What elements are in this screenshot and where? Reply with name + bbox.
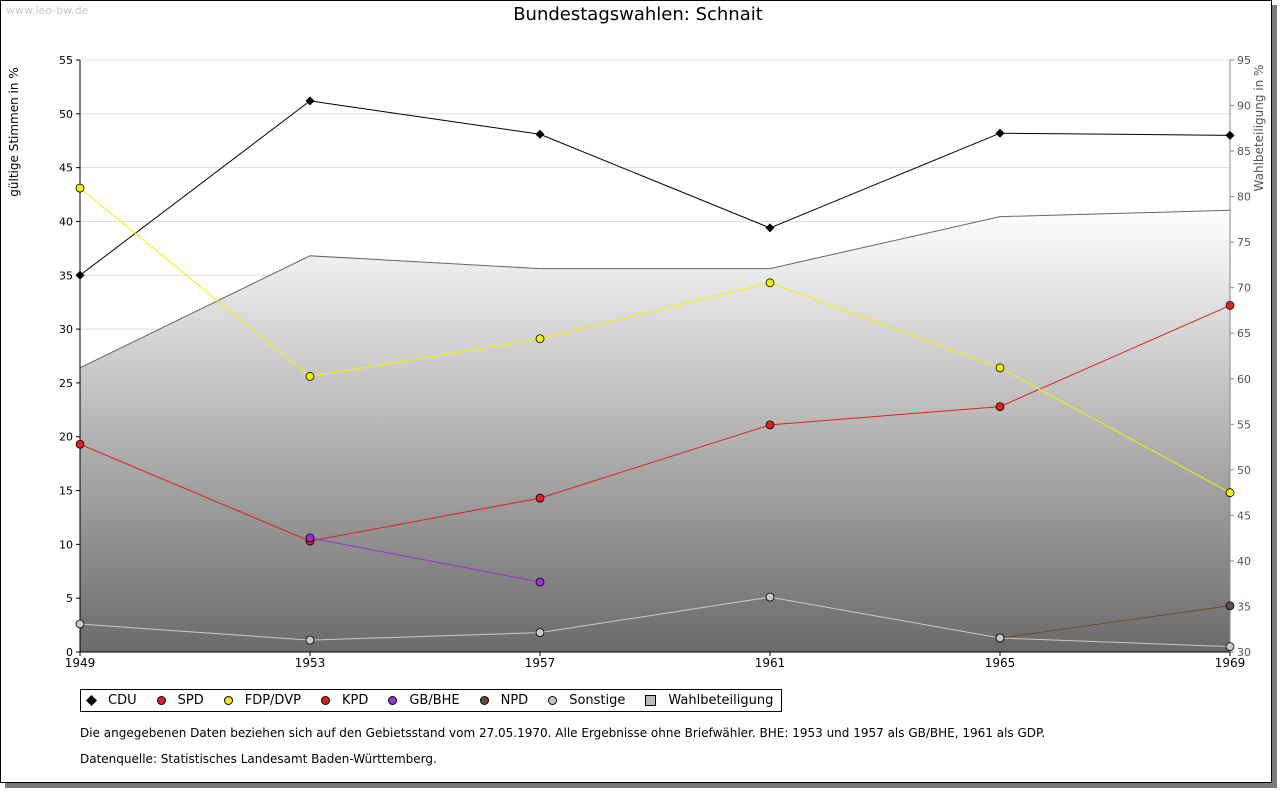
y2-tick-label: 50	[1237, 464, 1251, 477]
y-tick-label: 20	[59, 431, 73, 444]
legend-label: FDP/DVP	[244, 693, 301, 708]
legend-item-turnout: Wahlbeteiligung	[645, 693, 773, 708]
y-tick-label: 25	[59, 377, 73, 390]
y-tick-label: 50	[59, 108, 73, 121]
legend-marker	[223, 696, 233, 705]
legend-marker-turnout	[645, 695, 657, 706]
y2-tick-label: 40	[1237, 555, 1251, 568]
y-tick-label: 55	[59, 54, 73, 67]
x-tick-label: 1961	[755, 656, 786, 670]
legend-label: Sonstige	[569, 693, 626, 708]
legend-label: Wahlbeteiligung	[668, 693, 774, 708]
y-tick-label: 0	[66, 646, 73, 659]
data-point-gb-bhe	[305, 533, 315, 543]
data-source: Datenquelle: Statistisches Landesamt Bad…	[80, 752, 437, 766]
y2-tick-label: 30	[1237, 646, 1251, 659]
legend-item: Sonstige	[548, 693, 625, 708]
legend-item: NPD	[479, 693, 529, 708]
data-point-fdp-dvp	[305, 372, 315, 381]
legend-item: GB/BHE	[388, 693, 460, 708]
data-point-sonstige	[1225, 642, 1235, 652]
y2-tick-label: 90	[1237, 100, 1251, 113]
turnout-line	[79, 209, 1231, 369]
data-point-sonstige	[535, 628, 545, 638]
chart-title: Bundestagswahlen: Schnait	[513, 4, 763, 25]
y-tick-label: 30	[59, 323, 73, 336]
line-chart: 0 5 10 15 20 25 30 35 40 45 50 55 30 35 40 45 50 55 60 65 70…	[7, 4, 1266, 670]
legend-marker	[86, 695, 97, 706]
data-point-spd	[995, 402, 1005, 411]
data-point-fdp-dvp	[535, 334, 545, 344]
y2-tick-label: 65	[1237, 327, 1251, 340]
data-point-fdp-dvp	[995, 363, 1005, 373]
legend-label: NPD	[500, 693, 529, 708]
data-point-fdp-dvp	[75, 183, 85, 193]
legend-label: SPD	[177, 693, 204, 708]
y2-tick-label: 35	[1237, 600, 1251, 613]
legend-item: KPD	[320, 693, 369, 708]
data-point-sonstige	[765, 592, 775, 602]
y-tick-label: 5	[66, 592, 73, 605]
y2-tick-label: 60	[1237, 373, 1251, 386]
legend-marker	[156, 696, 166, 705]
data-point-spd	[75, 439, 85, 449]
series-line-spd	[79, 304, 1231, 542]
data-point-sonstige	[305, 635, 315, 645]
y2-tick-label: 75	[1237, 236, 1251, 249]
turnout-area	[80, 210, 1230, 652]
series-line-fdp-dvp	[79, 187, 1231, 494]
legend-marker	[479, 696, 489, 705]
data-point-spd	[535, 493, 545, 503]
legend-item: SPD	[156, 693, 204, 708]
data-point-npd	[1225, 601, 1235, 611]
y-tick-label: 40	[59, 215, 73, 228]
data-point-cdu	[75, 270, 85, 280]
y-tick-label: 35	[59, 269, 73, 282]
data-point-spd	[765, 420, 775, 430]
y2-tick-label: 95	[1237, 54, 1251, 67]
y2-tick-label: 85	[1237, 145, 1251, 158]
legend: CDU SPD FDP/DVP KPD GB/BHE NPD Sonstige Wahlbet…	[80, 689, 783, 712]
data-point-cdu	[305, 96, 315, 106]
legend-label: CDU	[108, 693, 137, 708]
legend-item: CDU	[86, 693, 137, 708]
legend-marker	[320, 696, 330, 705]
data-point-spd	[1225, 301, 1235, 310]
legend-marker	[388, 696, 398, 705]
legend-item: FDP/DVP	[223, 693, 301, 708]
y2-axis-label: Wahlbeteiligung in %	[1252, 65, 1266, 192]
series-line-sonstige	[79, 596, 1231, 648]
y2-tick-label: 55	[1237, 418, 1251, 431]
data-point-fdp-dvp	[1225, 488, 1235, 498]
data-note: Die angegebenen Daten beziehen sich auf …	[80, 726, 1046, 740]
y2-tick-label: 45	[1237, 509, 1251, 522]
data-point-sonstige	[75, 619, 85, 629]
y2-tick-label: 70	[1237, 282, 1251, 295]
series-line-npd	[999, 605, 1231, 639]
x-tick-label: 1957	[525, 656, 556, 670]
legend-label: GB/BHE	[409, 693, 460, 708]
data-point-gb-bhe	[535, 577, 545, 587]
data-point-cdu	[765, 223, 775, 233]
series-line-gb-bhe	[309, 537, 541, 583]
data-point-cdu	[535, 129, 545, 139]
y-tick-label: 10	[59, 538, 73, 551]
legend-label: KPD	[341, 693, 369, 708]
y-tick-label: 15	[59, 485, 73, 498]
legend-marker	[548, 696, 558, 705]
x-tick-label: 1969	[1215, 656, 1246, 670]
data-point-cdu	[995, 128, 1005, 138]
y2-tick-label: 80	[1237, 191, 1251, 204]
data-point-sonstige	[995, 633, 1005, 643]
watermark: www.leo-bw.de	[6, 4, 89, 17]
y-tick-label: 45	[59, 162, 73, 175]
data-point-cdu	[1225, 130, 1235, 140]
data-point-fdp-dvp	[765, 278, 775, 288]
x-tick-label: 1949	[65, 656, 96, 670]
x-tick-label: 1965	[985, 656, 1016, 670]
x-tick-label: 1953	[295, 656, 326, 670]
y-axis-label: gültige Stimmen in %	[7, 67, 21, 196]
series-line-cdu	[79, 100, 1231, 276]
